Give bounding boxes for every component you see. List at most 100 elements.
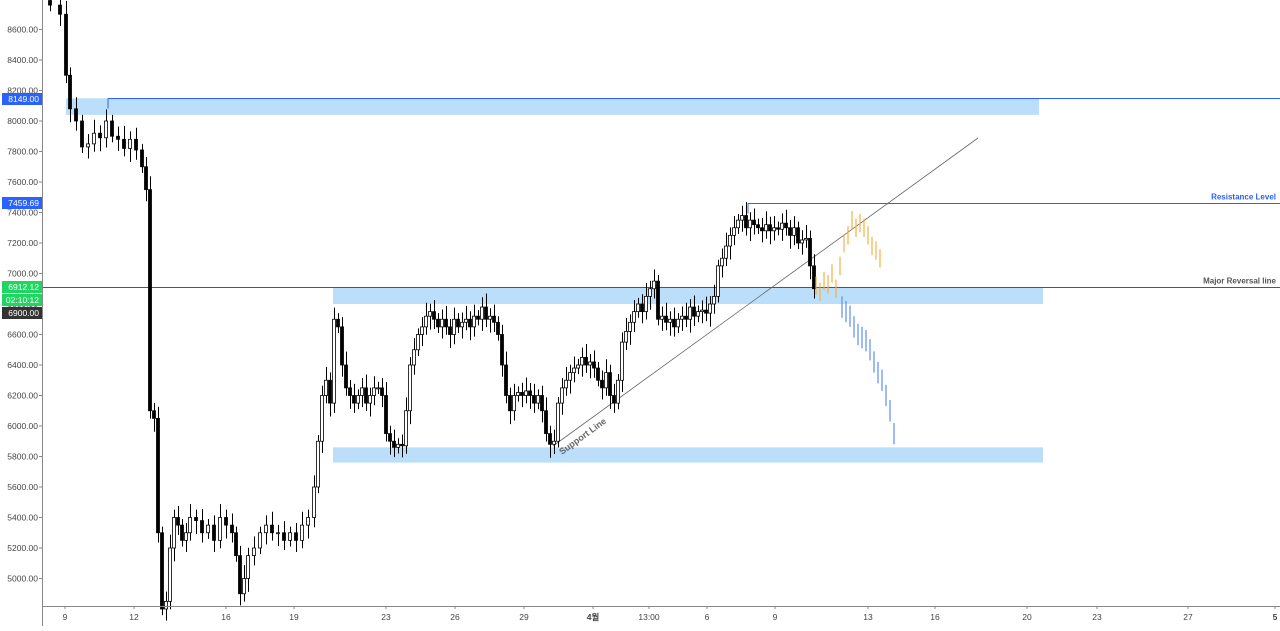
candle-body — [352, 395, 356, 404]
candle-body — [692, 306, 696, 317]
candle-body — [496, 321, 500, 335]
candle-body — [364, 387, 368, 404]
major-reversal-line-label: Major Reversal line — [1203, 277, 1276, 286]
y-tick-label: 5200.00 — [7, 543, 38, 553]
candle-body — [252, 547, 256, 557]
candle-body — [468, 318, 472, 328]
candle-body — [680, 315, 684, 320]
candle-body — [336, 318, 340, 328]
candle-body — [532, 395, 536, 404]
candle-body — [484, 306, 488, 320]
price-badge-label: 02:10:12 — [6, 295, 39, 305]
candle-body — [164, 600, 168, 610]
candle-body — [648, 288, 652, 297]
candle-body — [388, 433, 392, 442]
candle-body — [580, 356, 584, 366]
candle-body — [572, 367, 576, 374]
candle-body — [808, 238, 812, 267]
candle-body — [258, 532, 262, 549]
x-tick-label: 5 — [1273, 612, 1278, 622]
scenarios-layer — [815, 210, 895, 445]
price-badge[interactable] — [2, 197, 42, 209]
candle-body — [270, 524, 274, 534]
candle-body — [206, 524, 210, 534]
candle-body — [376, 387, 380, 390]
candle-body — [276, 532, 280, 535]
candle-body — [324, 379, 328, 396]
candle-body — [424, 315, 428, 328]
lines-layer — [42, 98, 1280, 447]
price-badge-label: 6912.12 — [8, 282, 39, 292]
candle-body — [632, 311, 636, 323]
candle-body — [264, 524, 268, 534]
candle-body — [428, 311, 432, 317]
candle-body — [340, 326, 344, 366]
candle-body — [480, 306, 484, 320]
candle-body — [644, 295, 648, 313]
x-axis[interactable]: 9 12 16 19 23 26 29 4월 13:00 6 9 13 16 20 23 27 5 — [42, 606, 1280, 622]
candle-body — [664, 315, 668, 323]
candle-body — [568, 372, 572, 381]
candle-body — [444, 318, 448, 328]
y-tick-label: 7200.00 — [7, 238, 38, 248]
candle-body — [110, 120, 114, 137]
candle-body — [64, 13, 68, 76]
candle-body — [160, 532, 164, 610]
y-tick-label: 5000.00 — [7, 574, 38, 584]
candle-body — [656, 280, 660, 320]
candle-body — [282, 532, 286, 541]
candle-body — [748, 219, 752, 229]
candle-body — [460, 321, 464, 328]
candle-body — [636, 303, 640, 313]
candle-body — [456, 318, 460, 328]
candle-body — [796, 227, 800, 244]
candle-body — [148, 189, 152, 412]
candle-body — [660, 315, 664, 320]
price-badge[interactable] — [2, 281, 42, 293]
candle-body — [652, 280, 656, 290]
price-badge-label: 6900.00 — [8, 308, 39, 318]
candle-body — [180, 524, 184, 541]
price-badge[interactable] — [2, 294, 42, 306]
candle-body — [412, 349, 416, 366]
candle-body — [348, 387, 352, 396]
candle-body — [544, 410, 548, 435]
candle-body — [732, 227, 736, 236]
candle-body — [516, 392, 520, 396]
candle-body — [608, 372, 612, 396]
candle-body — [58, 4, 62, 15]
support-zone — [333, 447, 1043, 463]
price-badge[interactable] — [2, 93, 42, 105]
candle-body — [194, 517, 198, 521]
candle-body — [560, 387, 564, 404]
candle-body — [592, 361, 596, 369]
candle-body — [242, 578, 246, 595]
candle-body — [696, 311, 700, 317]
candle-body — [408, 364, 412, 412]
price-badge-label: 8149.00 — [8, 94, 39, 104]
candle-body — [312, 486, 316, 518]
candle-body — [616, 379, 620, 404]
x-tick-label: 4월 — [587, 612, 600, 622]
x-tick-label: 9 — [63, 612, 68, 622]
candle-body — [624, 331, 628, 343]
candle-body — [492, 315, 496, 323]
price-badge[interactable] — [2, 307, 42, 319]
y-tick-label: 8600.00 — [7, 25, 38, 35]
candle-body — [98, 132, 102, 139]
y-axis[interactable]: 8600.00 8400.00 8200.00 8000.00 7800.00 7600.… — [0, 0, 43, 626]
candle-body — [812, 265, 816, 290]
candle-body — [344, 364, 348, 389]
candle-body — [740, 215, 744, 221]
price-badge-label: 7459.69 — [8, 198, 39, 208]
y-tick-label: 7400.00 — [7, 208, 38, 218]
support-trendline — [552, 137, 979, 447]
candle-body — [700, 309, 704, 313]
candle-body — [380, 387, 384, 396]
candle-body — [500, 334, 504, 366]
candle-body — [716, 265, 720, 297]
candle-body — [536, 395, 540, 404]
